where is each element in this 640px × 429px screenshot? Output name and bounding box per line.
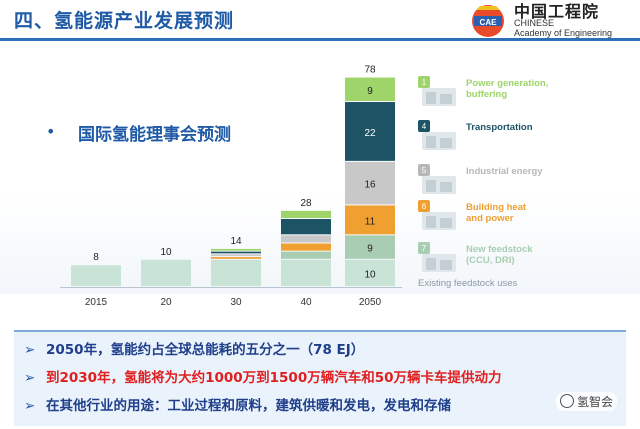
logo-english-line1: CHINESE: [514, 18, 555, 28]
legend-number: 4: [422, 122, 427, 131]
bar-segment: [141, 259, 191, 286]
legend-label-line2: (CCU, DRI): [466, 255, 515, 266]
legend-item: 1 Power generation, buffering: [418, 76, 634, 112]
bar-segment: [211, 257, 261, 259]
legend-number: 6: [422, 202, 427, 211]
legend-label-line1: New feedstock: [466, 244, 533, 255]
page-title: 四、氢能源产业发展预测: [14, 10, 235, 32]
segment-label: 9: [367, 244, 373, 255]
bar-segment: [281, 235, 331, 243]
segment-label: 11: [365, 216, 376, 227]
x-tick-label: 20: [160, 297, 172, 308]
segment-label: 16: [364, 180, 376, 191]
bar-segment: [281, 243, 331, 251]
feedstock-icon: 7: [418, 242, 456, 272]
legend-label-line1: Industrial energy: [466, 166, 543, 177]
arrow-bullet-icon: ➢: [24, 398, 36, 414]
bar-total-label: 8: [93, 252, 99, 263]
legend-number: 5: [422, 166, 427, 175]
factory-icon: 5: [418, 164, 456, 194]
summary-box: ➢ 2050年，氢能约占全球总能耗的五分之一（78 EJ） ➢ 到2030年，氢能将…: [14, 330, 626, 426]
arrow-bullet-icon: ➢: [24, 370, 36, 386]
academy-logo: CAE 中国工程院 CHINESE Academy of Engineering: [466, 0, 640, 42]
summary-text-1: 2050年，氢能约占全球总能耗的五分之一（78 EJ）: [46, 342, 365, 358]
x-tick-label: 2015: [85, 297, 108, 308]
power-plant-icon: 1: [418, 76, 456, 106]
bar-segment: [345, 235, 395, 259]
summary-line-1: ➢ 2050年，氢能约占全球总能耗的五分之一（78 EJ）: [24, 338, 364, 358]
arrow-bullet-icon: ➢: [24, 342, 36, 358]
x-tick-label: 2050: [359, 297, 382, 308]
watermark: 氢智会: [556, 392, 618, 411]
legend-label-line1: Transportation: [466, 122, 533, 133]
bar-total-label: 10: [160, 247, 172, 258]
bar-segment: [281, 251, 331, 259]
bar-segment: [281, 210, 331, 218]
header-divider: [0, 38, 640, 41]
bar-segment: [281, 219, 331, 235]
bar-segment: [211, 254, 261, 257]
bar-total-label: 78: [364, 65, 376, 76]
wechat-icon: [560, 394, 574, 408]
legend-label-line1: Power generation,: [466, 78, 549, 89]
legend-label: Industrial energy: [466, 166, 543, 177]
segment-label: 22: [364, 128, 376, 139]
bar-segment: [71, 265, 121, 286]
bar-segment: [211, 251, 261, 254]
legend-label: New feedstock (CCU, DRI): [466, 244, 533, 266]
summary-text-3: 在其他行业的用途：工业过程和原料，建筑供暖和发电，发电和存储: [46, 398, 451, 414]
bar-total-label: 28: [300, 198, 312, 209]
legend-label-line2: and power: [466, 213, 514, 224]
legend-number: 7: [422, 244, 427, 253]
bar-total-label: 14: [230, 236, 242, 247]
cae-emblem-icon: CAE: [468, 2, 508, 40]
legend-label: Power generation, buffering: [466, 78, 548, 100]
bar-segment: [211, 248, 261, 251]
watermark-text: 氢智会: [577, 395, 614, 409]
bar-segment: [345, 205, 395, 235]
summary-text-2: 到2030年，氢能将为大约1000万到1500万辆汽车和50万辆卡车提供动力: [46, 370, 502, 386]
segment-label: 9: [367, 86, 373, 97]
vehicle-icon: 4: [418, 120, 456, 150]
x-tick-label: 40: [300, 297, 312, 308]
legend-existing-feedstock: Existing feedstock uses: [418, 278, 518, 289]
legend-label: Building heat and power: [466, 202, 526, 224]
bar-segment: [345, 161, 395, 205]
building-icon: 6: [418, 200, 456, 230]
chart-subtitle: 国际氢能理事会预测: [78, 125, 231, 145]
segment-label: 10: [364, 269, 376, 280]
header: 四、氢能源产业发展预测 CAE 中国工程院 CHINESE Academy of…: [0, 0, 640, 40]
bullet-icon: •: [46, 122, 56, 141]
legend-label: Transportation: [466, 122, 533, 133]
legend-item: 5 Industrial energy: [418, 164, 634, 200]
logo-chinese-name: 中国工程院: [514, 2, 600, 21]
bar-segment: [211, 259, 261, 286]
logo-english-line2: Academy of Engineering: [514, 28, 613, 38]
legend-item: 6 Building heat and power: [418, 200, 634, 236]
x-tick-label: 30: [230, 297, 242, 308]
legend-label-line1: Building heat: [466, 202, 527, 213]
summary-line-3: ➢ 在其他行业的用途：工业过程和原料，建筑供暖和发电，发电和存储: [24, 394, 451, 414]
bar-segment: [345, 102, 395, 161]
summary-line-2: ➢ 到2030年，氢能将为大约1000万到1500万辆汽车和50万辆卡车提供动力: [24, 366, 502, 386]
legend-item: 4 Transportation: [418, 120, 634, 156]
bar-segment: [281, 259, 331, 286]
svg-text:CAE: CAE: [480, 18, 498, 27]
bar-segment: [345, 77, 395, 102]
bar-segment: [345, 259, 395, 286]
legend-number: 1: [422, 78, 427, 87]
legend-label-line2: buffering: [466, 89, 508, 100]
legend-item: 7 New feedstock (CCU, DRI): [418, 242, 634, 278]
